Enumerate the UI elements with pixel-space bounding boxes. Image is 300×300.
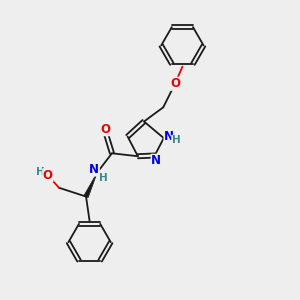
Text: H: H (172, 136, 181, 146)
Text: N: N (89, 163, 99, 176)
Polygon shape (84, 172, 97, 198)
Text: O: O (43, 169, 53, 182)
Text: H: H (99, 173, 108, 183)
Text: N: N (151, 154, 161, 167)
Text: N: N (164, 130, 174, 143)
Text: H: H (36, 167, 45, 177)
Text: O: O (100, 123, 110, 136)
Text: O: O (170, 77, 180, 90)
